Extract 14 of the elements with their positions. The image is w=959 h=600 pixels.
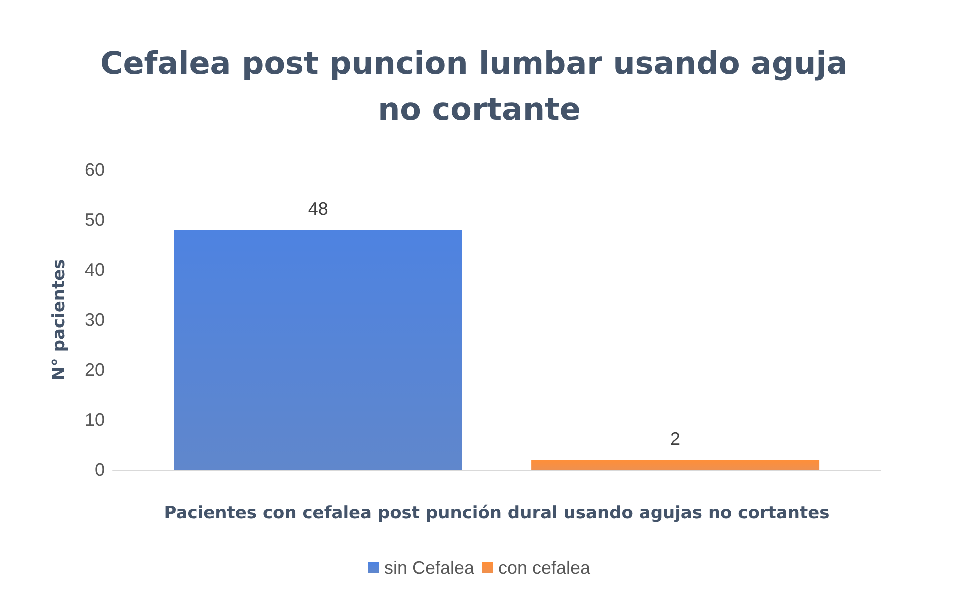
y-tick-label: 50 <box>84 210 105 230</box>
data-label: 48 <box>308 199 328 219</box>
y-tick-label: 40 <box>84 260 105 280</box>
y-tick-label: 20 <box>84 360 105 380</box>
data-label: 2 <box>670 429 681 449</box>
legend-label: sin Cefalea <box>384 558 476 578</box>
chart-title: Cefalea post puncion lumbar usando aguja no cortante <box>100 46 859 128</box>
y-tick-label: 30 <box>84 310 105 330</box>
x-axis-title: Pacientes con cefalea post punción dural usando agujas no cortantes <box>164 504 830 524</box>
y-tick-label: 60 <box>84 160 105 180</box>
y-axis-title: N° pacientes <box>50 259 70 381</box>
y-tick-label: 0 <box>94 460 105 480</box>
legend-label: con cefalea <box>498 558 592 578</box>
y-tick-label: 10 <box>84 410 105 430</box>
